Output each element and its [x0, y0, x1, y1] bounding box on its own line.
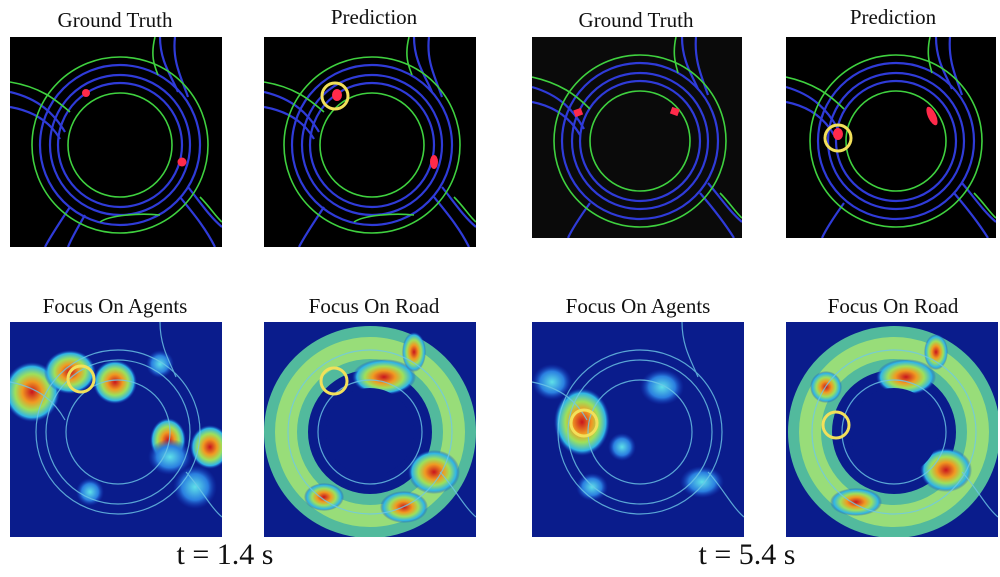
title-g1-prediction: Prediction [330, 5, 418, 29]
agent-marker [177, 157, 187, 167]
title-g1-focus-agents: Focus On Agents [42, 294, 188, 318]
agent-marker [82, 89, 90, 97]
title-g1-ground-truth: Ground Truth [57, 8, 173, 32]
time-label-g1: t = 1.4 s [176, 538, 274, 571]
title-g1-focus-road: Focus On Road [308, 294, 440, 318]
predicted-agent-marker [332, 89, 342, 101]
attention-heatmap [532, 322, 744, 537]
attention-heatmap [786, 322, 998, 537]
predicted-agent-marker [430, 155, 438, 169]
heatmap-g2-focus-road [786, 322, 998, 537]
title-g2-focus-road: Focus On Road [827, 294, 959, 318]
panel-g2-prediction [786, 37, 996, 238]
title-g2-prediction: Prediction [849, 5, 937, 29]
heatmap-g2-focus-agents [532, 322, 744, 537]
highlight-ring [823, 123, 853, 153]
predicted-agent-marker [926, 106, 938, 126]
highlight-ring [319, 366, 349, 396]
roundabout-map-g2-pred [786, 37, 996, 238]
agent-marker [573, 107, 584, 118]
roundabout-map-g2-gt [532, 37, 742, 238]
attention-heatmap [264, 322, 476, 537]
time-label-g2: t = 5.4 s [698, 538, 796, 571]
panel-g1-ground-truth [10, 37, 222, 247]
roundabout-map-g1-gt [10, 37, 222, 247]
highlight-ring [569, 408, 599, 438]
panel-g2-ground-truth [532, 37, 742, 238]
highlight-ring [66, 364, 96, 394]
attention-heatmap [10, 322, 222, 537]
highlight-ring [821, 410, 851, 440]
title-g2-focus-agents: Focus On Agents [565, 294, 711, 318]
predicted-agent-marker [833, 128, 843, 140]
panel-g1-prediction [264, 37, 476, 247]
heatmap-g1-focus-agents [10, 322, 222, 537]
heatmap-g1-focus-road [264, 322, 476, 537]
title-g2-ground-truth: Ground Truth [578, 8, 694, 32]
highlight-ring [320, 81, 350, 111]
roundabout-map-g1-pred [264, 37, 476, 247]
agent-marker [669, 106, 680, 117]
